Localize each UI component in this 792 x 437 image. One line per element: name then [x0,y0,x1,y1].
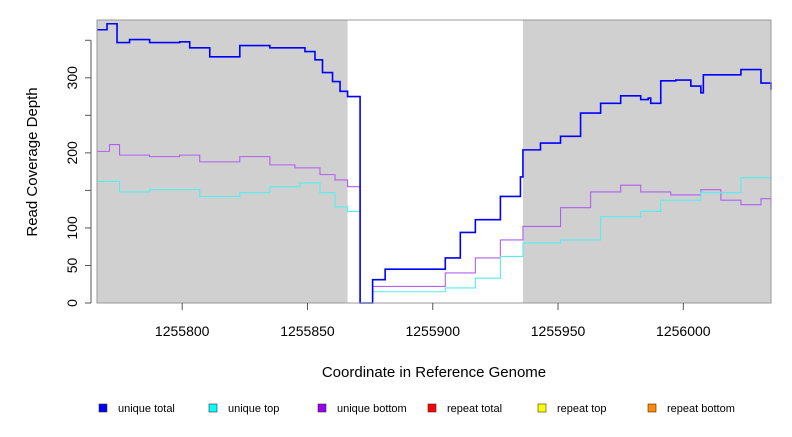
legend: unique total unique top unique bottom repea… [98,403,735,415]
x-tick-label: 1255800 [155,323,210,339]
x-axis: 1255800 1255850 1255900 1255950 1256000 [155,303,711,339]
y-tick-label: 300 [64,66,80,90]
legend-item: unique bottom [317,403,407,415]
legend-label: repeat bottom [667,403,735,415]
x-tick-label: 1255900 [405,323,460,339]
legend-label: unique bottom [337,403,407,415]
legend-label: repeat top [557,403,607,415]
series-line-unique-total [97,22,772,304]
series-line-unique-top [97,174,772,304]
legend-swatch [427,403,437,413]
y-tick-label: 200 [64,141,80,165]
x-axis-title: Coordinate in Reference Genome [322,364,546,381]
y-axis: 0 50 100 200 300 [64,39,92,307]
legend-swatch [537,403,547,413]
legend-item: unique top [208,403,279,415]
plot-frame [96,19,772,304]
x-tick-label: 1256000 [656,323,711,339]
legend-swatch [98,403,108,413]
legend-swatch [647,403,657,413]
shaded-regions [97,20,771,303]
x-tick-label: 1255950 [531,323,586,339]
legend-item: repeat bottom [647,403,735,415]
y-axis-title: Read Coverage Depth [24,87,41,236]
y-tick-label: 100 [64,216,80,240]
legend-label: unique total [118,403,175,415]
legend-label: unique top [228,403,279,415]
legend-swatch [208,403,218,413]
x-tick-label: 1255850 [280,323,335,339]
legend-swatch [317,403,327,413]
legend-item: unique total [98,403,175,415]
legend-item: repeat total [427,403,502,415]
legend-label: repeat total [447,403,502,415]
y-tick-label: 0 [64,299,80,307]
legend-item: repeat top [537,403,607,415]
y-tick-label: 50 [64,257,80,273]
shaded-region [522,20,771,303]
